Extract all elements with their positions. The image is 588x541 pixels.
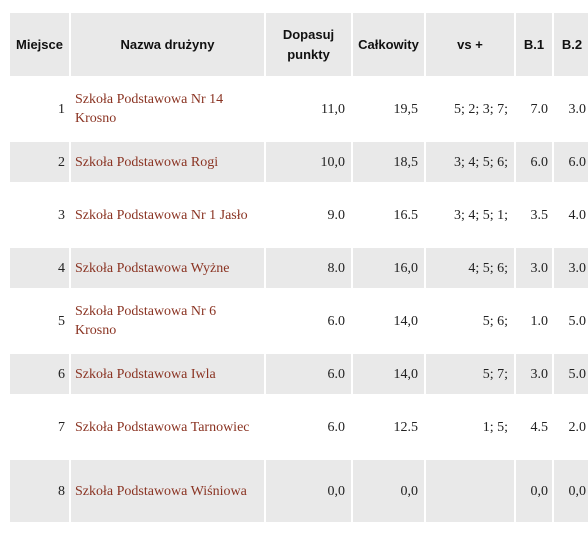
vs-cell: 5; 7; bbox=[426, 354, 514, 394]
team-link[interactable]: Szkoła Podstawowa Nr 14 Krosno bbox=[71, 78, 264, 140]
total-cell: 0,0 bbox=[353, 460, 424, 522]
team-link[interactable]: Szkoła Podstawowa Wiśniowa bbox=[71, 460, 264, 522]
place-cell: 4 bbox=[10, 248, 69, 288]
b2-cell: 5.0 bbox=[554, 354, 588, 394]
b2-cell: 3.0 bbox=[554, 78, 588, 140]
team-link[interactable]: Szkoła Podstawowa Iwla bbox=[71, 354, 264, 394]
header-b1: B.1 bbox=[516, 13, 552, 76]
total-cell: 14,0 bbox=[353, 354, 424, 394]
header-place: Miejsce bbox=[10, 13, 69, 76]
table-row: 5 Szkoła Podstawowa Nr 6 Krosno 6.0 14,0… bbox=[10, 290, 588, 352]
team-link[interactable]: Szkoła Podstawowa Nr 6 Krosno bbox=[71, 290, 264, 352]
table-row: 3 Szkoła Podstawowa Nr 1 Jasło 9.0 16.5 … bbox=[10, 184, 588, 246]
total-cell: 16,0 bbox=[353, 248, 424, 288]
b1-cell: 6.0 bbox=[516, 142, 552, 182]
standings-table-container: Miejsce Nazwa drużyny Dopasuj punkty Cał… bbox=[10, 13, 588, 524]
table-row: 1 Szkoła Podstawowa Nr 14 Krosno 11,0 19… bbox=[10, 78, 588, 140]
b1-cell: 0,0 bbox=[516, 460, 552, 522]
total-cell: 19,5 bbox=[353, 78, 424, 140]
place-cell: 1 bbox=[10, 78, 69, 140]
total-cell: 14,0 bbox=[353, 290, 424, 352]
team-link[interactable]: Szkoła Podstawowa Nr 1 Jasło bbox=[71, 184, 264, 246]
header-total: Całkowity bbox=[353, 13, 424, 76]
team-link[interactable]: Szkoła Podstawowa Rogi bbox=[71, 142, 264, 182]
vs-cell: 4; 5; 6; bbox=[426, 248, 514, 288]
vs-cell: 3; 4; 5; 1; bbox=[426, 184, 514, 246]
standings-table: Miejsce Nazwa drużyny Dopasuj punkty Cał… bbox=[8, 11, 588, 524]
header-b2: B.2 bbox=[554, 13, 588, 76]
place-cell: 2 bbox=[10, 142, 69, 182]
adjust-points-cell: 6.0 bbox=[266, 290, 351, 352]
vs-cell: 3; 4; 5; 6; bbox=[426, 142, 514, 182]
b1-cell: 3.0 bbox=[516, 248, 552, 288]
vs-cell: 5; 6; bbox=[426, 290, 514, 352]
b2-cell: 2.0 bbox=[554, 396, 588, 458]
b1-cell: 3.5 bbox=[516, 184, 552, 246]
place-cell: 7 bbox=[10, 396, 69, 458]
adjust-points-cell: 9.0 bbox=[266, 184, 351, 246]
b1-cell: 4.5 bbox=[516, 396, 552, 458]
vs-cell bbox=[426, 460, 514, 522]
header-vs: vs + bbox=[426, 13, 514, 76]
team-link[interactable]: Szkoła Podstawowa Tarnowiec bbox=[71, 396, 264, 458]
b2-cell: 3.0 bbox=[554, 248, 588, 288]
table-row: 4 Szkoła Podstawowa Wyżne 8.0 16,0 4; 5;… bbox=[10, 248, 588, 288]
b2-cell: 6.0 bbox=[554, 142, 588, 182]
b2-cell: 4.0 bbox=[554, 184, 588, 246]
b2-cell: 0,0 bbox=[554, 460, 588, 522]
adjust-points-cell: 8.0 bbox=[266, 248, 351, 288]
table-row: 8 Szkoła Podstawowa Wiśniowa 0,0 0,0 0,0… bbox=[10, 460, 588, 522]
adjust-points-cell: 10,0 bbox=[266, 142, 351, 182]
place-cell: 8 bbox=[10, 460, 69, 522]
header-team-name: Nazwa drużyny bbox=[71, 13, 264, 76]
header-row: Miejsce Nazwa drużyny Dopasuj punkty Cał… bbox=[10, 13, 588, 76]
adjust-points-cell: 0,0 bbox=[266, 460, 351, 522]
table-row: 2 Szkoła Podstawowa Rogi 10,0 18,5 3; 4;… bbox=[10, 142, 588, 182]
adjust-points-cell: 6.0 bbox=[266, 396, 351, 458]
table-row: 6 Szkoła Podstawowa Iwla 6.0 14,0 5; 7; … bbox=[10, 354, 588, 394]
vs-cell: 1; 5; bbox=[426, 396, 514, 458]
b1-cell: 3.0 bbox=[516, 354, 552, 394]
header-adjust-points: Dopasuj punkty bbox=[266, 13, 351, 76]
place-cell: 3 bbox=[10, 184, 69, 246]
team-link[interactable]: Szkoła Podstawowa Wyżne bbox=[71, 248, 264, 288]
total-cell: 18,5 bbox=[353, 142, 424, 182]
place-cell: 5 bbox=[10, 290, 69, 352]
adjust-points-cell: 11,0 bbox=[266, 78, 351, 140]
total-cell: 12.5 bbox=[353, 396, 424, 458]
place-cell: 6 bbox=[10, 354, 69, 394]
b1-cell: 7.0 bbox=[516, 78, 552, 140]
table-row: 7 Szkoła Podstawowa Tarnowiec 6.0 12.5 1… bbox=[10, 396, 588, 458]
total-cell: 16.5 bbox=[353, 184, 424, 246]
adjust-points-cell: 6.0 bbox=[266, 354, 351, 394]
b2-cell: 5.0 bbox=[554, 290, 588, 352]
b1-cell: 1.0 bbox=[516, 290, 552, 352]
vs-cell: 5; 2; 3; 7; bbox=[426, 78, 514, 140]
